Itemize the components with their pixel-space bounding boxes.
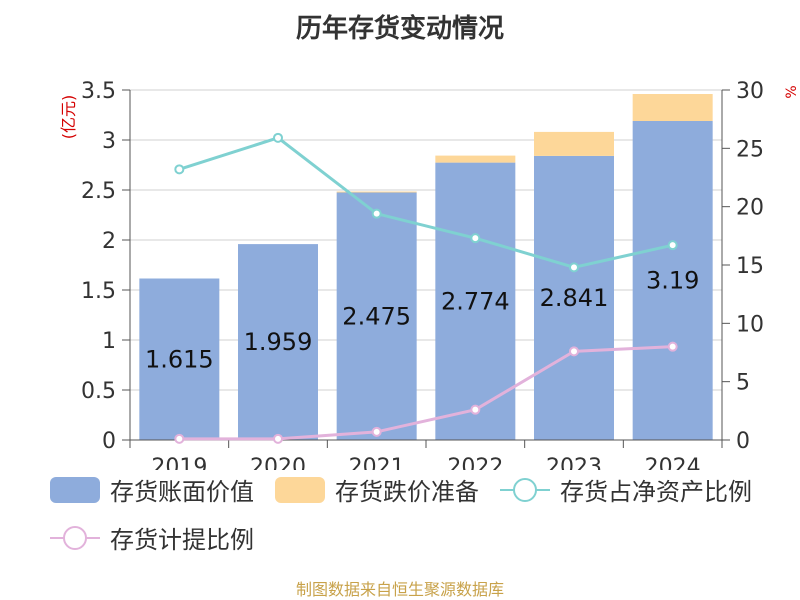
chart-title: 历年存货变动情况	[295, 14, 504, 44]
bar-book-value	[534, 155, 614, 440]
x-tick-label: 2023	[546, 455, 602, 470]
chart-canvas: 0 0.5 1 1.5 2 2.5 3 3.5 0 5 10 15 20 25 30 (亿元)% 2019 202…	[59, 79, 800, 470]
data-source-note: 制图数据来自恒生聚源数据库	[295, 580, 504, 599]
x-tick-label: 2022	[447, 455, 503, 470]
y-left-tick-label: 3	[102, 129, 116, 154]
provision-ratio-point	[569, 346, 579, 357]
legend-item-impairment[interactable]: 存货跌价准备	[275, 472, 479, 507]
bar-impairment	[632, 94, 713, 121]
y-left-tick-label: 2	[102, 229, 116, 254]
bar-data-label: 1.615	[145, 345, 214, 373]
legend-item-book-value[interactable]: 存货账面价值	[50, 472, 254, 507]
legend-label-book-value: 存货账面价值	[110, 478, 254, 506]
y-left-tick-label: 0	[102, 429, 116, 454]
net-asset-ratio-line	[178, 136, 673, 269]
x-tick-label: 2020	[250, 455, 306, 470]
y-left-tick-label: 2.5	[81, 179, 116, 204]
y-right-tick-label: 0	[736, 429, 750, 454]
bar-book-value	[238, 244, 318, 440]
y-right-axis-label: %	[784, 85, 800, 98]
legend-swatch-provision-ratio	[50, 525, 100, 550]
legend-swatch-book-value	[50, 476, 100, 503]
y-right-tick-label: 25	[736, 137, 764, 162]
bar-book-value	[336, 192, 417, 440]
bar-data-label: 2.774	[441, 287, 510, 315]
legend-label-net-asset-ratio: 存货占净资产比例	[560, 478, 752, 506]
y-right-tick-label: 20	[736, 196, 764, 221]
x-tick-label: 2024	[645, 455, 701, 470]
provision-ratio-point	[470, 404, 481, 415]
bar-data-label: 2.475	[342, 302, 411, 330]
y-left-axis-label: (亿元)	[59, 95, 78, 140]
provision-ratio-point	[174, 433, 185, 444]
bar-data-label: 3.19	[646, 267, 699, 295]
y-right-tick-label: 5	[736, 371, 750, 396]
legend-label-impairment: 存货跌价准备	[335, 478, 479, 506]
legend-marker	[63, 525, 87, 550]
bar-data-label: 2.841	[540, 284, 609, 312]
provision-ratio-point	[273, 433, 283, 444]
provision-ratio-point	[371, 426, 382, 437]
x-tick-label: 2021	[349, 455, 405, 470]
y-right-tick-label: 15	[736, 254, 764, 279]
legend-swatch-net-asset-ratio	[500, 477, 550, 502]
net-asset-ratio-point	[470, 233, 481, 244]
y-left-tick-label: 0.5	[81, 379, 116, 404]
provision-ratio-line	[179, 345, 673, 441]
net-asset-ratio-point	[371, 208, 382, 219]
legend-marker	[513, 477, 537, 502]
y-left-tick-label: 3.5	[81, 79, 116, 104]
bar-impairment	[534, 131, 614, 156]
net-asset-ratio-point	[273, 132, 283, 143]
bar-data-label: 1.959	[244, 328, 313, 356]
x-tick-label: 2019	[151, 455, 207, 470]
net-asset-ratio-point	[667, 240, 678, 251]
net-asset-ratio-point	[174, 164, 185, 175]
y-left-tick-label: 1	[102, 329, 116, 354]
bar-impairment	[435, 155, 516, 163]
bar-impairment	[336, 191, 417, 193]
y-right-tick-label: 10	[736, 312, 764, 337]
bar-book-value	[632, 121, 713, 440]
net-asset-ratio-point	[569, 262, 579, 273]
legend-label-provision-ratio: 存货计提比例	[110, 526, 254, 554]
legend-item-provision-ratio[interactable]: 存货计提比例	[50, 520, 254, 555]
provision-ratio-point	[667, 341, 678, 352]
y-left-tick-label: 1.5	[81, 279, 116, 304]
bar-book-value	[139, 278, 220, 440]
legend-swatch-impairment	[275, 476, 325, 503]
legend-item-net-asset-ratio[interactable]: 存货占净资产比例	[500, 472, 752, 507]
y-right-tick-label: 30	[736, 79, 764, 104]
